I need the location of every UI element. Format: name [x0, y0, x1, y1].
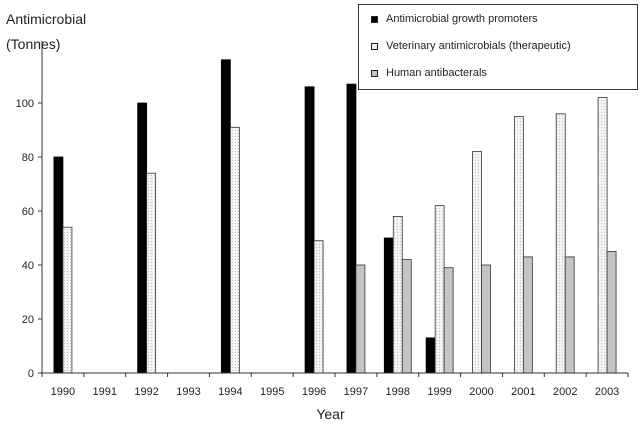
legend-item-veterinary: Veterinary antimicrobials (therapeutic)	[371, 40, 571, 52]
bar-1992-series-0	[137, 102, 148, 374]
y-tick-label: 60	[22, 206, 34, 218]
x-tick-label: 1996	[302, 386, 326, 398]
bar-1994-series-0	[220, 59, 231, 374]
bar-1990-series-0	[53, 156, 64, 374]
bar-2002-series-1	[555, 113, 566, 374]
bar-2002-series-2	[564, 256, 575, 374]
legend-swatch-gray	[371, 69, 378, 77]
bar-2000-series-1	[472, 151, 482, 374]
x-tick-label: 1994	[218, 386, 242, 398]
legend-label-growth-promoters: Antimicrobial growth promoters	[386, 13, 538, 25]
bar-1998-series-2	[401, 259, 412, 374]
legend-item-human: Human antibacterals	[371, 67, 487, 79]
x-tick-label: 2002	[553, 386, 577, 398]
bar-2003-series-2	[606, 251, 617, 374]
y-tick-label: 100	[16, 98, 34, 110]
bar-1996-series-0	[304, 86, 315, 374]
bar-2001-series-1	[513, 116, 524, 374]
legend-label-veterinary: Veterinary antimicrobials (therapeutic)	[386, 40, 571, 52]
bar-1997-series-2	[355, 264, 366, 374]
x-tick-label: 1993	[176, 386, 200, 398]
x-tick-label: 1999	[427, 386, 451, 398]
legend-swatch-black	[371, 15, 378, 23]
x-tick-label: 1995	[260, 386, 284, 398]
y-axis-label-line2: (Tonnes)	[6, 36, 61, 52]
bar-1996-series-1	[313, 240, 324, 374]
x-tick-label: 1992	[134, 386, 158, 398]
bar-1997-series-0	[346, 83, 357, 374]
bar-1999-series-1	[434, 205, 445, 374]
x-axis-title: Year	[316, 406, 345, 422]
bar-2000-series-2	[481, 264, 491, 374]
x-tick-label: 2000	[469, 386, 493, 398]
legend-item-growth-promoters: Antimicrobial growth promoters	[371, 13, 538, 25]
bar-1998-series-1	[392, 215, 403, 374]
x-tick-label: 2003	[595, 386, 619, 398]
bar-1994-series-1	[229, 126, 240, 374]
x-tick-label: 1991	[93, 386, 117, 398]
y-tick-label: 20	[22, 314, 34, 326]
x-tick-label: 2001	[511, 386, 535, 398]
y-axis-label-line1: Antimicrobial	[6, 11, 87, 27]
y-tick-label: 80	[22, 152, 34, 164]
x-tick-label: 1997	[344, 386, 368, 398]
y-tick-label: 0	[28, 368, 34, 380]
bar-1998-series-0	[383, 237, 394, 374]
legend: Antimicrobial growth promoters Veterinar…	[358, 4, 638, 90]
bar-1992-series-1	[146, 172, 157, 374]
bar-1990-series-1	[62, 226, 73, 374]
x-tick-label: 1990	[51, 386, 75, 398]
bar-1999-series-2	[443, 267, 454, 374]
legend-swatch-white	[371, 42, 378, 50]
x-tick-label: 1998	[386, 386, 410, 398]
bar-2001-series-2	[522, 256, 533, 374]
y-tick-label: 40	[22, 260, 34, 272]
bar-2003-series-1	[597, 97, 608, 374]
bar-1999-series-0	[425, 337, 436, 374]
legend-label-human: Human antibacterals	[386, 67, 487, 79]
